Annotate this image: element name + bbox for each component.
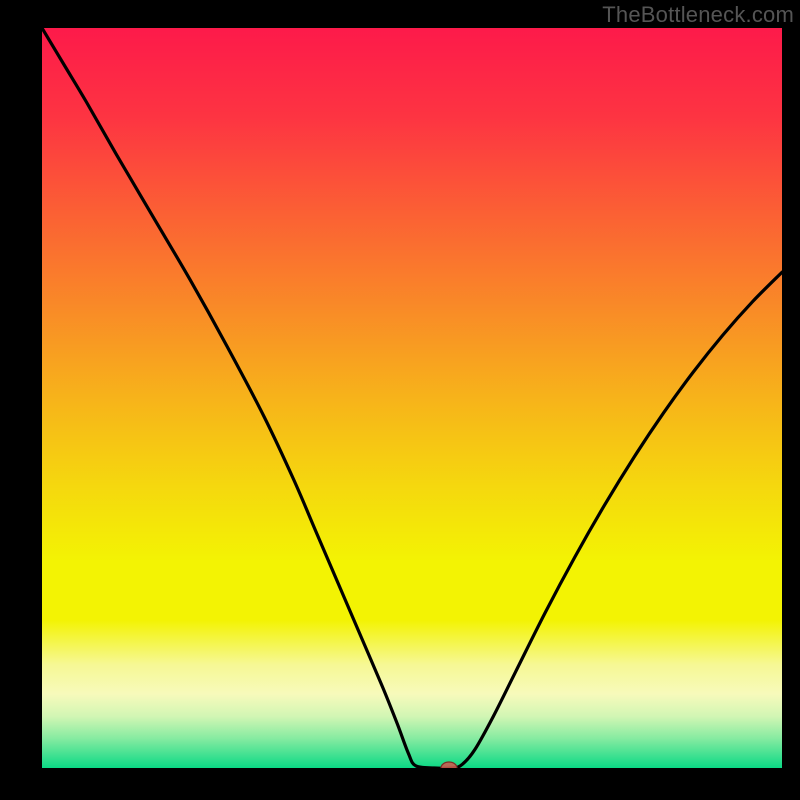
gradient-background [42,28,782,768]
watermark-text: TheBottleneck.com [602,2,794,28]
plot-area [42,28,782,768]
bottleneck-chart [42,28,782,768]
chart-container: TheBottleneck.com [0,0,800,800]
